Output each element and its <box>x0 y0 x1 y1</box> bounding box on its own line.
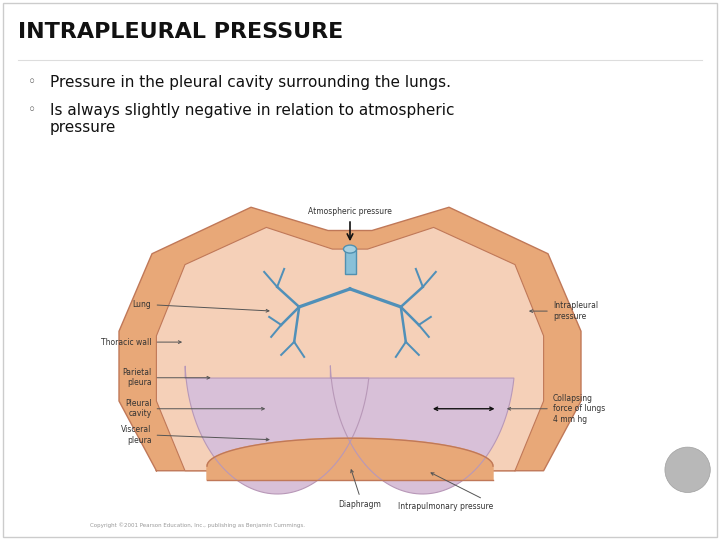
Polygon shape <box>185 366 369 494</box>
Text: Lung: Lung <box>132 300 151 309</box>
FancyBboxPatch shape <box>344 249 356 274</box>
FancyBboxPatch shape <box>3 3 717 537</box>
Text: ◦: ◦ <box>28 75 36 89</box>
Text: Intrapulmonary pressure: Intrapulmonary pressure <box>397 502 493 511</box>
Text: Pressure in the pleural cavity surrounding the lungs.: Pressure in the pleural cavity surroundi… <box>50 75 451 90</box>
Text: Parietal
pleura: Parietal pleura <box>122 368 151 388</box>
Text: Intrapleural
pressure: Intrapleural pressure <box>553 301 598 321</box>
Text: Visceral
pleura: Visceral pleura <box>121 426 151 445</box>
Text: ◦: ◦ <box>28 103 36 117</box>
Text: Atmospheric pressure: Atmospheric pressure <box>308 207 392 216</box>
Text: Collapsing
force of lungs
4 mm hg: Collapsing force of lungs 4 mm hg <box>553 394 606 424</box>
Polygon shape <box>207 438 493 480</box>
Text: Thoracic wall: Thoracic wall <box>101 338 151 347</box>
Text: Copyright ©2001 Pearson Education, Inc., publishing as Benjamin Cummings.: Copyright ©2001 Pearson Education, Inc.,… <box>90 522 305 528</box>
Text: Pleural
cavity: Pleural cavity <box>125 399 151 418</box>
Text: Is always slightly negative in relation to atmospheric
pressure: Is always slightly negative in relation … <box>50 103 454 136</box>
Ellipse shape <box>343 245 356 253</box>
Text: Diaphragm: Diaphragm <box>338 500 382 509</box>
Polygon shape <box>330 366 514 494</box>
Circle shape <box>665 447 710 492</box>
Polygon shape <box>119 207 581 471</box>
Polygon shape <box>156 227 544 471</box>
Text: INTRAPLEURAL PRESSURE: INTRAPLEURAL PRESSURE <box>18 22 343 42</box>
